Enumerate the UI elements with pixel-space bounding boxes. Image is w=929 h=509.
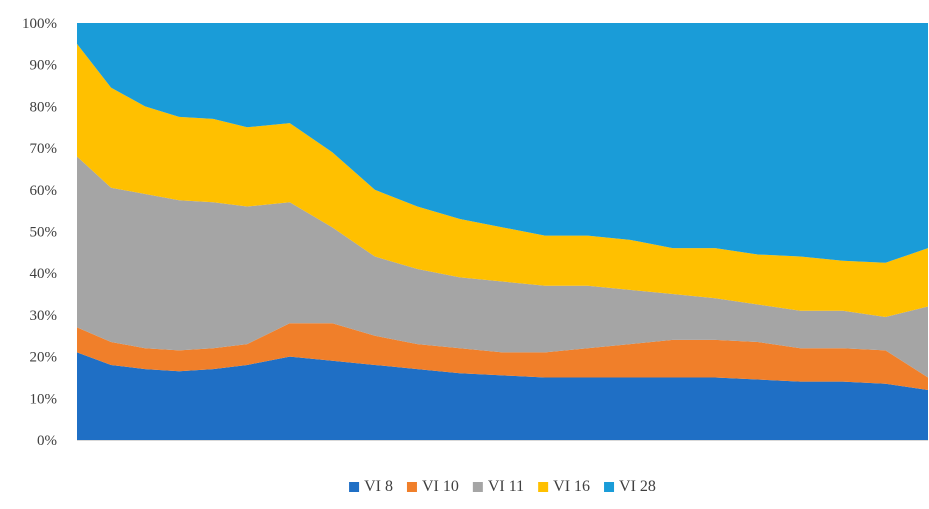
legend-item-vi-16: VI 16 — [538, 478, 590, 495]
y-tick-label: 40% — [30, 266, 58, 282]
area-series-vi-8 — [77, 352, 928, 440]
legend-item-vi-10: VI 10 — [406, 478, 459, 495]
y-tick-label: 100% — [22, 16, 57, 32]
area-series-vi-10 — [77, 323, 928, 390]
y-tick-label: 90% — [30, 58, 58, 74]
legend-label: VI 16 — [553, 478, 590, 495]
legend-swatch — [406, 482, 417, 492]
legend-swatch — [472, 482, 483, 492]
legend-swatch — [604, 482, 615, 492]
area-series-vi-16 — [77, 43, 928, 317]
legend-item-vi-28: VI 28 — [604, 478, 656, 495]
y-tick-label: 0% — [37, 433, 57, 449]
y-tick-label: 10% — [30, 391, 58, 407]
legend-label: VI 28 — [619, 478, 656, 495]
legend-swatch — [538, 482, 549, 492]
plot-area — [77, 23, 928, 440]
y-tick-label: 70% — [30, 141, 58, 157]
y-tick-label: 50% — [30, 225, 58, 241]
legend-label: VI 11 — [488, 478, 524, 495]
legend-swatch — [349, 482, 360, 492]
legend: VI 8 VI 10 VI 11 VI 16 VI 28 — [349, 478, 656, 495]
legend-item-vi-8: VI 8 — [349, 478, 393, 495]
legend-label: VI 8 — [364, 478, 393, 495]
y-tick-label: 60% — [30, 183, 58, 199]
legend-item-vi-11: VI 11 — [472, 478, 524, 495]
y-axis: 0% 10% 20% 30% 40% 50% 60% 70% 80% 90% 100% — [22, 16, 928, 449]
area-series-vi-28 — [77, 23, 928, 263]
y-tick-label: 30% — [30, 308, 58, 324]
area-series-vi-11 — [77, 156, 928, 378]
y-tick-label: 80% — [30, 99, 58, 115]
y-tick-label: 20% — [30, 350, 58, 366]
legend-label: VI 10 — [422, 478, 459, 495]
